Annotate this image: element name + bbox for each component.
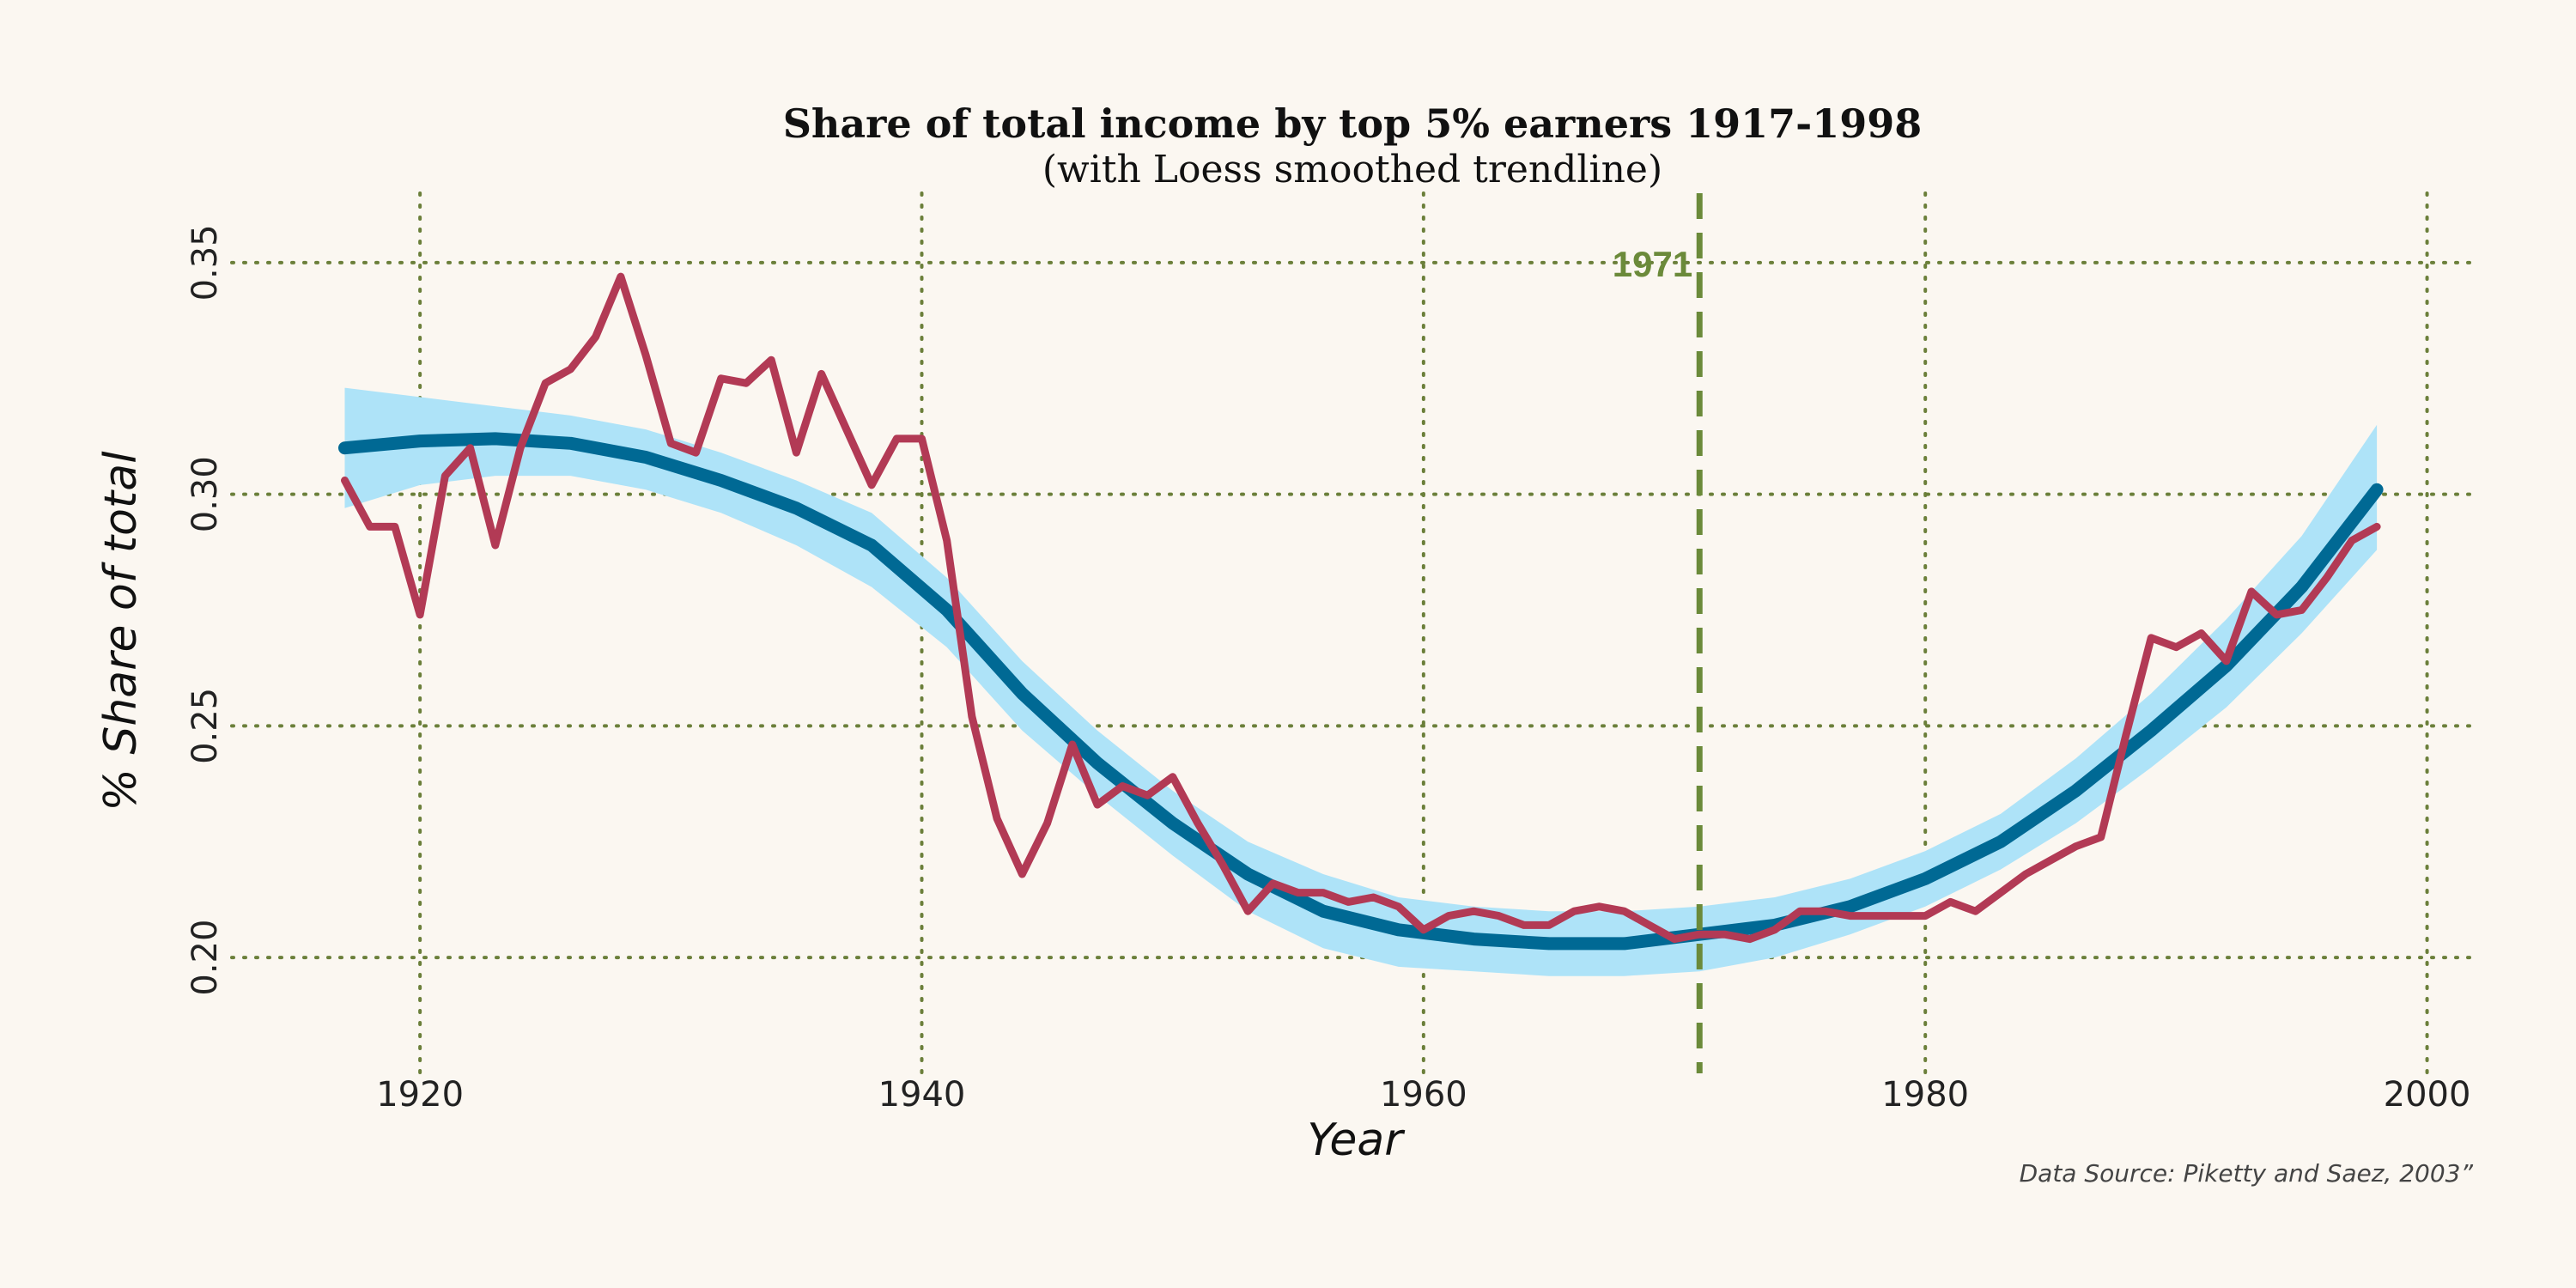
y-axis-ticks: 0.20 0.25 0.30 0.35 xyxy=(185,224,225,995)
x-tick-label-2000: 2000 xyxy=(2384,1075,2471,1115)
x-tick-label-1980: 1980 xyxy=(1881,1075,1969,1115)
raw-series-line xyxy=(341,272,2381,944)
x-axis-title: Year xyxy=(1307,1115,1406,1166)
chart-subtitle: (with Loess smoothed trendline) xyxy=(1042,148,1662,191)
data-source-caption: Data Source: Piketty and Saez, 2003” xyxy=(2020,1159,2474,1188)
y-tick-label-2: 0.30 xyxy=(185,456,225,532)
y-tick-label-0: 0.20 xyxy=(185,920,225,996)
raw-series-group xyxy=(341,272,2381,944)
annotation-label-1971: 1971 xyxy=(1613,244,1692,284)
x-tick-label-1960: 1960 xyxy=(1380,1075,1467,1115)
loess-trendline-group xyxy=(338,432,2384,951)
x-tick-label-1940: 1940 xyxy=(878,1075,966,1115)
annotation-group: 1971 xyxy=(1613,193,1703,1073)
loess-trendline xyxy=(338,432,2384,951)
x-tick-label-1920: 1920 xyxy=(376,1075,464,1115)
chart-title: Share of total income by top 5% earners … xyxy=(783,100,1923,147)
y-tick-label-1: 0.25 xyxy=(185,688,225,764)
x-axis-ticks: 1920 1940 1960 1980 2000 xyxy=(376,1075,2470,1115)
y-tick-label-3: 0.35 xyxy=(185,224,225,301)
y-axis-title: % Share of total xyxy=(95,451,147,811)
